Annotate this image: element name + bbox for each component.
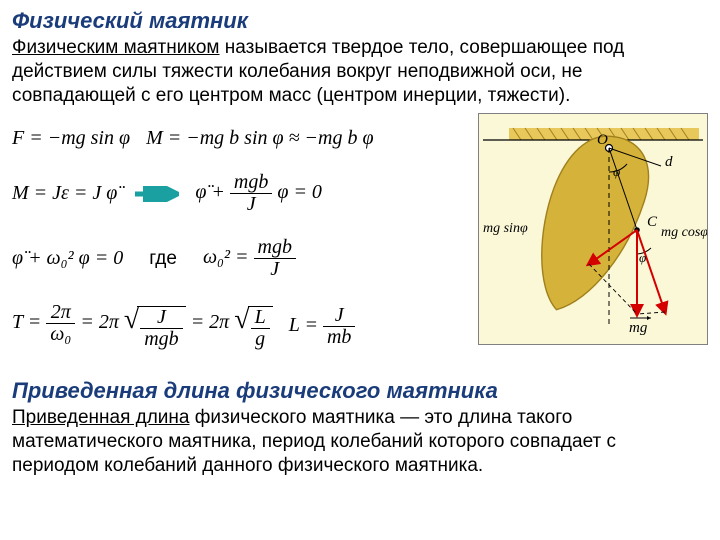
eq-T2-den: mgb	[140, 329, 182, 350]
label-phi1: φ	[613, 164, 620, 179]
page-title: Физический маятник	[12, 8, 708, 34]
eq-w0-den: J	[254, 259, 296, 280]
eq-M: M = −mg b sin φ ≈ −mg b φ	[146, 127, 373, 150]
eq-F: F = −mg sin φ	[12, 127, 130, 150]
eq-T1-num: 2π	[46, 302, 75, 324]
eq-w0: ω₀² = mgbJ	[203, 237, 296, 280]
arrow-icon	[133, 186, 179, 202]
eq-where: где	[139, 248, 187, 270]
eq-osc: φ̈ + ω₀² φ = 0	[12, 247, 123, 270]
eq-w0-lhs: ω₀² =	[203, 246, 249, 268]
label-O: O	[597, 132, 608, 148]
eq-MJ: M = Jε = J φ̈	[12, 182, 117, 205]
eq-L-den: mb	[323, 327, 355, 348]
eq-L-num: J	[323, 305, 355, 327]
eq-de-lhs: φ̈ +	[195, 181, 225, 203]
equations-and-diagram: F = −mg sin φ M = −mg b sin φ ≈ −mg b φ …	[12, 113, 708, 372]
outro-paragraph: Приведенная длина физического маятника —…	[12, 406, 708, 477]
eq-T-eq2: = 2π	[191, 311, 230, 333]
eq-w0-num: mgb	[254, 237, 296, 259]
intro-lead: Физическим маятником	[12, 37, 220, 58]
eq-de-den: J	[230, 194, 272, 215]
eq-de: φ̈ + mgbJ φ = 0	[195, 172, 322, 215]
label-mgsin: mg sinφ	[483, 221, 528, 236]
label-phi2: φ	[639, 250, 646, 265]
eq-L: L = Jmb	[289, 305, 356, 348]
eq-row-3: φ̈ + ω₀² φ = 0 где ω₀² = mgbJ	[12, 237, 478, 280]
eq-row-1: F = −mg sin φ M = −mg b sin φ ≈ −mg b φ	[12, 127, 478, 150]
label-mg: mg	[629, 320, 648, 336]
eq-T2-num: J	[140, 307, 182, 329]
eq-de-rhs: φ = 0	[277, 181, 322, 203]
eq-T-eq1: = 2π	[80, 311, 119, 333]
eq-T1-den: ω₀	[46, 324, 75, 345]
eq-L-lhs: L =	[289, 314, 318, 336]
label-mgcos: mg cosφ	[661, 225, 707, 240]
eq-row-2: M = Jε = J φ̈ φ̈ + mgbJ φ = 0	[12, 172, 478, 215]
equations-column: F = −mg sin φ M = −mg b sin φ ≈ −mg b φ …	[12, 113, 478, 372]
eq-de-num: mgb	[230, 172, 272, 194]
label-C: C	[647, 214, 658, 230]
eq-T3-num: L	[251, 307, 270, 329]
label-d: d	[665, 154, 673, 170]
eq-T-lhs: T =	[12, 311, 41, 333]
eq-row-4: T = 2πω₀ = 2π Jmgb = 2π Lg L = Jmb	[12, 302, 478, 350]
outro-lead: Приведенная длина	[12, 407, 190, 428]
intro-paragraph: Физическим маятником называется твердое …	[12, 36, 708, 107]
eq-T: T = 2πω₀ = 2π Jmgb = 2π Lg	[12, 302, 273, 350]
pendulum-diagram: O d φ C φ mg sinφ mg cosφ mg	[478, 113, 708, 345]
reduced-length-title: Приведенная длина физического маятника	[12, 378, 708, 404]
eq-T3-den: g	[251, 329, 270, 350]
